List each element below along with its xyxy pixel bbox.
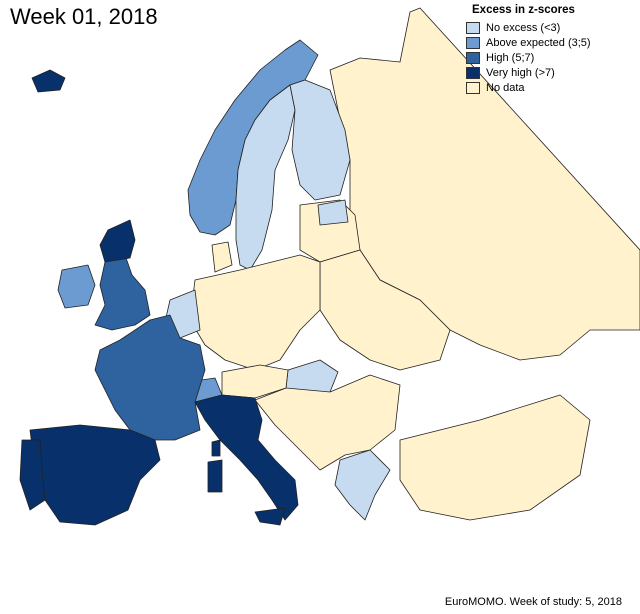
region-finland [289, 79, 351, 201]
region-belarus-ukraine [319, 249, 451, 371]
legend-label: Above expected (3;5) [486, 36, 591, 49]
legend-item: No data [466, 80, 591, 95]
region-corsica [211, 439, 221, 457]
legend-swatch [466, 51, 480, 64]
legend: Excess in z-scores No excess (<3) Above … [466, 4, 591, 95]
legend-item: Very high (>7) [466, 65, 591, 80]
footer-note: EuroMOMO. Week of study: 5, 2018 [444, 596, 622, 608]
region-france [94, 314, 206, 441]
legend-label: Very high (>7) [486, 66, 555, 79]
region-scotland [99, 219, 136, 263]
region-denmark [211, 241, 233, 273]
legend-swatch [466, 66, 480, 79]
region-balkans [254, 374, 401, 471]
legend-title: Excess in z-scores [472, 4, 575, 16]
region-turkey [399, 394, 591, 521]
region-spain [29, 424, 161, 526]
legend-label: No excess (<3) [486, 21, 561, 34]
region-italy [194, 394, 299, 521]
legend-swatch [466, 21, 480, 34]
map-title: Week 01, 2018 [10, 4, 158, 29]
region-iceland [31, 69, 66, 93]
region-portugal [19, 439, 46, 511]
region-sardinia [207, 459, 223, 493]
legend-swatch [466, 36, 480, 49]
legend-item: High (5;7) [466, 50, 591, 65]
region-central [189, 254, 321, 371]
region-greece [334, 449, 391, 521]
legend-item: No excess (<3) [466, 20, 591, 35]
region-estonia [317, 199, 349, 226]
region-great-britain [94, 254, 151, 331]
legend-label: No data [486, 81, 525, 94]
region-ireland [57, 264, 96, 309]
legend-label: High (5;7) [486, 51, 535, 64]
legend-swatch [466, 81, 480, 94]
legend-item: Above expected (3;5) [466, 35, 591, 50]
region-sicily [254, 507, 286, 526]
